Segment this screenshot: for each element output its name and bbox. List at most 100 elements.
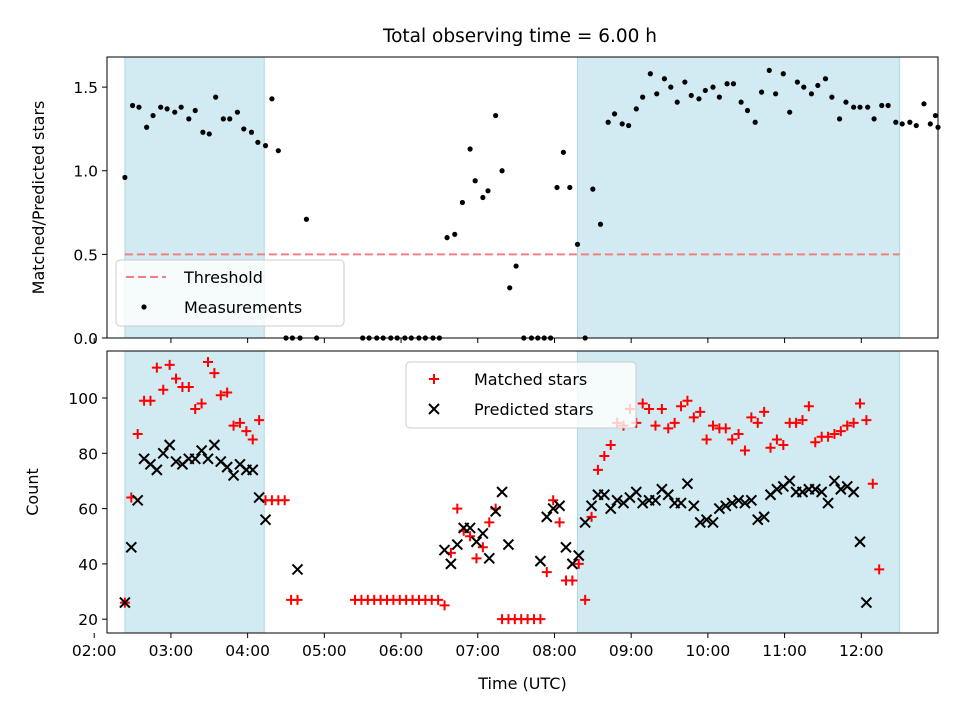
measurement-point	[688, 92, 694, 99]
measurement-point	[459, 199, 466, 206]
x-tick-label: 09:00	[609, 642, 654, 660]
legend-measurement-swatch	[141, 304, 147, 310]
matched-star-point	[535, 614, 546, 625]
legend-matched-swatch	[429, 374, 439, 384]
measurement-point	[851, 104, 857, 110]
predicted-star-point	[553, 500, 566, 512]
matched-star-point	[656, 404, 667, 415]
matched-star-point	[752, 417, 763, 428]
predicted-star-point	[713, 502, 726, 515]
matched-star-point	[151, 362, 162, 373]
legend-box	[405, 361, 637, 429]
measurement-point	[206, 131, 212, 137]
measurement-point	[485, 188, 491, 194]
predicted-star-point	[579, 516, 591, 529]
measurement-point	[480, 194, 486, 201]
measurement-point	[597, 221, 604, 227]
matched-star-point	[439, 600, 450, 611]
matched-star-point	[599, 451, 610, 462]
matched-star-point	[433, 594, 444, 605]
measurement-point	[752, 119, 758, 125]
matched-star-point	[727, 434, 738, 445]
matched-star-point	[676, 401, 687, 412]
predicted-star-point	[119, 596, 131, 609]
measurement-point	[885, 102, 891, 109]
matched-star-point	[867, 478, 878, 489]
matched-star-point	[228, 420, 239, 431]
matched-star-point	[746, 412, 757, 423]
measurement-point	[554, 184, 560, 191]
matched-star-point	[592, 464, 603, 475]
measurement-point	[696, 96, 702, 102]
predicted-star-point	[157, 447, 169, 460]
predicted-star-point	[573, 549, 585, 562]
matched-star-point	[548, 495, 559, 506]
y-axis-label: Matched/Predicted stars	[29, 101, 48, 295]
matched-star-point	[202, 357, 213, 368]
matched-star-point	[650, 420, 661, 431]
legend-entry-label: Matched stars	[474, 370, 587, 389]
measurement-point	[619, 121, 625, 127]
measurement-point	[633, 106, 639, 112]
matched-star-point	[145, 395, 156, 406]
legend-entry-label: Threshold	[183, 268, 263, 287]
predicted-star-point	[502, 538, 515, 551]
measurement-point	[275, 148, 281, 154]
predicted-star-point	[732, 494, 745, 507]
measurement-point	[724, 81, 730, 87]
matched-star-point	[254, 415, 265, 426]
matched-star-point	[171, 373, 182, 384]
matched-star-point	[484, 517, 495, 528]
matched-star-point	[855, 398, 866, 409]
predicted-star-point	[835, 483, 847, 495]
measurement-point	[241, 126, 247, 132]
y-tick-label: 60	[78, 501, 98, 519]
measurement-point	[227, 116, 233, 122]
measurement-point	[674, 99, 680, 105]
measurement-point	[744, 107, 751, 114]
x-tick-label: 05:00	[302, 642, 347, 660]
measurement-point	[164, 106, 170, 112]
x-axis-label: Time (UTC)	[477, 674, 566, 693]
measurement-point	[787, 109, 793, 115]
predicted-star-point	[566, 558, 579, 570]
x-tick-label: 11:00	[762, 642, 807, 660]
measurement-point	[262, 143, 269, 149]
measurement-point	[640, 94, 646, 100]
predicted-star-point	[771, 483, 783, 495]
predicted-star-point	[534, 555, 547, 567]
matched-star-point	[132, 428, 143, 439]
measurement-point	[716, 94, 722, 100]
matched-star-point	[739, 445, 750, 456]
predicted-star-point	[815, 486, 828, 498]
ratio-panel: 0.0 0.5 1.0 1.5 Matched/Predicted stars Thres…	[29, 56, 941, 348]
measurement-point	[452, 231, 458, 237]
matched-star-point	[292, 594, 303, 605]
matched-star-point	[669, 417, 680, 428]
matched-star-point	[580, 594, 591, 605]
predicted-star-point	[822, 497, 834, 509]
matched-star-point	[695, 406, 706, 417]
matched-star-point	[823, 431, 834, 442]
predicted-star-point	[694, 516, 706, 529]
matched-star-point	[842, 420, 853, 431]
predicted-star-point	[451, 538, 464, 551]
measurement-point	[234, 109, 241, 115]
measurement-point	[136, 104, 142, 110]
measurement-point	[472, 178, 478, 184]
predicted-star-point	[202, 453, 214, 465]
predicted-star-point	[547, 502, 559, 515]
matched-star-point	[835, 426, 846, 437]
measurement-point	[144, 124, 150, 130]
matched-star-point	[765, 442, 776, 453]
y-tick-label: 100	[68, 390, 98, 408]
matched-star-point	[848, 417, 859, 428]
matched-star-point	[637, 398, 648, 409]
chart-title: Total observing time = 6.00 h	[382, 26, 657, 47]
matched-star-point	[471, 553, 482, 564]
y-tick-label: 0.5	[73, 246, 98, 264]
predicted-star-point	[809, 483, 821, 495]
measurement-point	[829, 94, 835, 100]
matched-star-point	[241, 426, 252, 437]
